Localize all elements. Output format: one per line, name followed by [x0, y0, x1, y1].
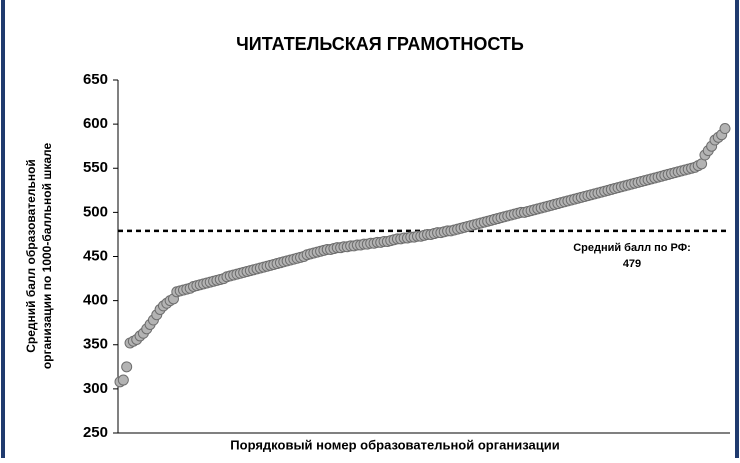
y-tick-label: 650: [83, 71, 108, 88]
reference-label: Средний балл по РФ:: [573, 242, 691, 254]
y-axis-label: Средний балл образовательной организации…: [24, 143, 54, 370]
frame-right: [735, 0, 739, 458]
y-tick-label: 450: [83, 247, 108, 264]
y-tick-label: 250: [83, 424, 108, 441]
point: [121, 361, 133, 373]
chart-title: ЧИТАТЕЛЬСКАЯ ГРАМОТНОСТЬ: [236, 34, 524, 54]
point: [719, 123, 731, 135]
y-axis-label-line: организации по 1000-балльной шкале: [40, 143, 54, 370]
frame-left: [1, 0, 5, 458]
y-axis-label-line: Средний балл образовательной: [24, 159, 38, 353]
y-tick-label: 500: [83, 203, 108, 220]
y-tick-label: 300: [83, 380, 108, 397]
y-tick-label: 350: [83, 336, 108, 353]
y-tick-label: 400: [83, 292, 108, 309]
y-tick-label: 550: [83, 159, 108, 176]
y-tick-label: 600: [83, 115, 108, 132]
reference-value: 479: [623, 258, 641, 270]
x-axis-label: Порядковый номер образовательной организ…: [230, 437, 559, 452]
point: [117, 374, 129, 386]
